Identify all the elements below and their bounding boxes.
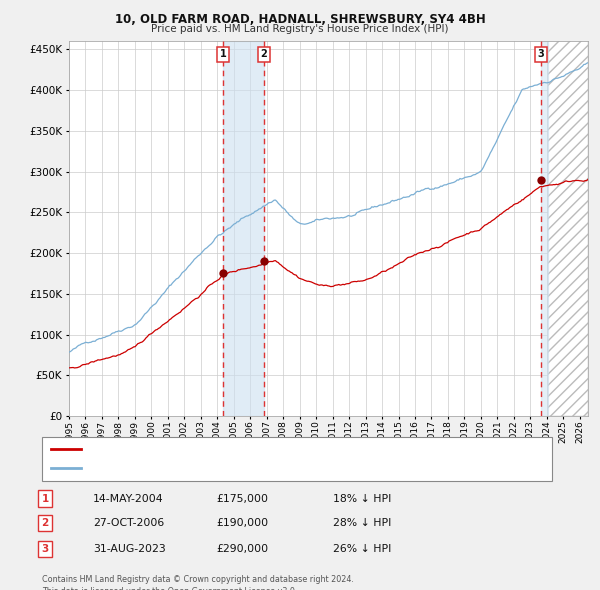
Text: 3: 3 — [538, 50, 545, 60]
Text: 28% ↓ HPI: 28% ↓ HPI — [333, 519, 391, 528]
Text: 1: 1 — [41, 494, 49, 503]
Text: £175,000: £175,000 — [216, 494, 268, 503]
Text: 14-MAY-2004: 14-MAY-2004 — [93, 494, 164, 503]
Text: 10, OLD FARM ROAD, HADNALL, SHREWSBURY, SY4 4BH: 10, OLD FARM ROAD, HADNALL, SHREWSBURY, … — [115, 13, 485, 26]
Text: 2: 2 — [260, 50, 267, 60]
Bar — [541, 41, 548, 416]
Text: 18% ↓ HPI: 18% ↓ HPI — [333, 494, 391, 503]
Text: HPI: Average price, detached house, Shropshire: HPI: Average price, detached house, Shro… — [85, 464, 312, 473]
Text: £190,000: £190,000 — [216, 519, 268, 528]
Text: Price paid vs. HM Land Registry's House Price Index (HPI): Price paid vs. HM Land Registry's House … — [151, 24, 449, 34]
Bar — [223, 41, 264, 416]
Text: 2: 2 — [41, 519, 49, 528]
Text: £290,000: £290,000 — [216, 544, 268, 553]
Text: 10, OLD FARM ROAD, HADNALL, SHREWSBURY, SY4 4BH (detached house): 10, OLD FARM ROAD, HADNALL, SHREWSBURY, … — [85, 444, 438, 454]
Text: 27-OCT-2006: 27-OCT-2006 — [93, 519, 164, 528]
Text: 1: 1 — [220, 50, 227, 60]
Text: 26% ↓ HPI: 26% ↓ HPI — [333, 544, 391, 553]
Text: Contains HM Land Registry data © Crown copyright and database right 2024.
This d: Contains HM Land Registry data © Crown c… — [42, 575, 354, 590]
Text: 31-AUG-2023: 31-AUG-2023 — [93, 544, 166, 553]
Text: 3: 3 — [41, 544, 49, 553]
